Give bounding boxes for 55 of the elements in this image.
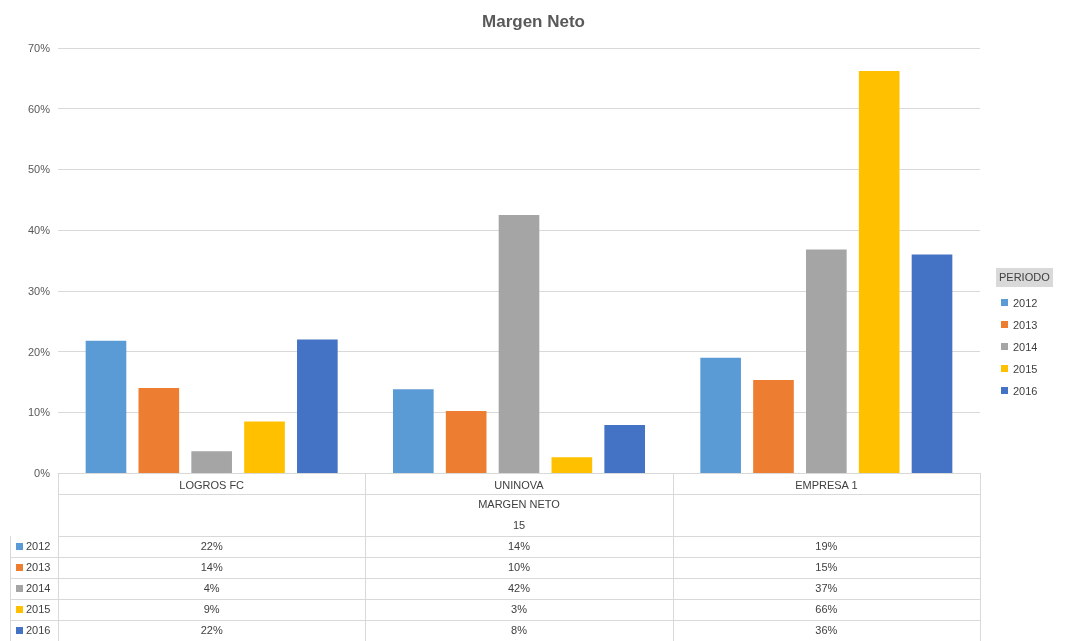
text: 2016 [26, 624, 51, 636]
x-tick-label: EMPRESA 1 [795, 478, 858, 491]
bar [392, 389, 434, 473]
text: 2014 [26, 582, 51, 594]
y-tick-label: 20% [27, 345, 51, 358]
x-tick-label: LOGROS FC [179, 478, 245, 491]
legend-label: 2013 [26, 560, 51, 575]
bar [858, 71, 900, 473]
y-tick-label: 40% [27, 224, 51, 237]
bar [85, 340, 127, 473]
text: 2013 [1013, 318, 1038, 331]
bar [551, 457, 593, 473]
data-label: 3% [510, 602, 528, 617]
bar [700, 357, 741, 473]
bar [244, 421, 285, 473]
bar [498, 214, 540, 473]
data-label: 9% [202, 602, 221, 617]
y-tick-label: 50% [27, 163, 51, 176]
bar [753, 380, 794, 473]
data-label: 36% [814, 623, 839, 638]
x-tick-label: UNINOVA [494, 478, 545, 491]
y-tick-label: 0% [34, 467, 51, 479]
y-tick-label: 10% [27, 406, 51, 419]
bar [806, 249, 847, 473]
y-tick-label: 70% [27, 42, 51, 54]
legend-label: 2014 [1013, 340, 1038, 353]
legend-label: 2012 [26, 539, 51, 554]
y-tick-label: 60% [27, 102, 51, 115]
legend-label: 2016 [1013, 384, 1038, 397]
data-label: 10% [506, 560, 531, 575]
data-label: 42% [506, 581, 531, 596]
bar [911, 254, 953, 473]
data-label: 66% [814, 602, 839, 617]
bar [191, 451, 232, 473]
data-label: 19% [814, 539, 839, 554]
legend-title: PERIODO [996, 268, 1053, 287]
text: 15 [511, 518, 527, 533]
data-label: 14% [199, 560, 224, 575]
data-label: 14% [506, 539, 531, 554]
text: 2015 [26, 603, 51, 615]
bar [297, 339, 338, 473]
y-tick-label: 30% [27, 284, 51, 297]
data-label: 15% [814, 560, 839, 575]
data-label: 22% [199, 539, 224, 554]
bar [445, 411, 487, 473]
chart-title: Margen Neto [482, 12, 585, 31]
legend-label: 2015 [1013, 362, 1038, 375]
data-label: 37% [814, 581, 839, 596]
data-label: 22% [199, 623, 224, 638]
data-label: 8% [510, 623, 528, 638]
bar [138, 388, 180, 473]
text: MARGEN NETO [477, 497, 561, 512]
data-label: 4% [202, 581, 221, 596]
bar [604, 425, 646, 473]
text: 2012 [1013, 296, 1038, 309]
